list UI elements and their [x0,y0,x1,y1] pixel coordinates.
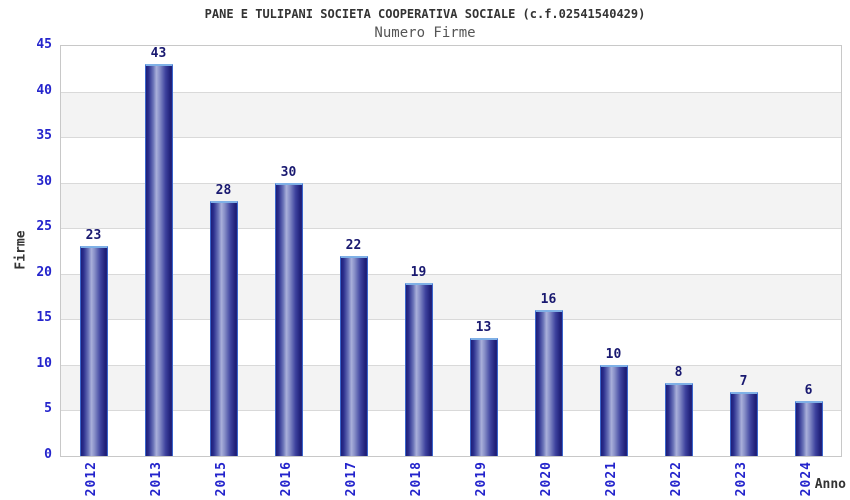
x-tick-label: 2024 [798,461,814,497]
x-tick-label: 2021 [603,461,619,497]
bar-2024 [794,401,823,456]
gridline [61,91,841,93]
bar-value-label: 30 [280,164,297,180]
bar-value-label: 28 [215,182,232,198]
bar-2012 [79,246,108,456]
x-tick-label: 2022 [668,461,684,497]
gridline [61,182,841,184]
bar-value-label: 16 [540,292,557,308]
bar-2017 [339,255,368,456]
x-tick-label: 2012 [83,461,99,497]
bar-2022 [664,383,693,456]
bar-value-label: 7 [739,374,748,390]
chart-title: PANE E TULIPANI SOCIETA COOPERATIVA SOCI… [204,7,646,21]
gridline [61,273,841,275]
x-tick-label: 2018 [408,461,424,497]
bar-value-label: 10 [605,346,622,362]
x-axis-title: Anno [814,477,846,492]
chart-subtitle: Numero Firme [374,25,476,41]
background-band [61,364,841,411]
y-tick-label: 20 [36,264,52,280]
bar-value-label: 19 [410,264,427,280]
background-band [61,137,841,183]
y-tick-label: 25 [36,219,52,235]
gridline [61,364,841,366]
gridline [61,137,841,139]
bar-value-label: 13 [475,319,492,335]
bar-2019 [469,337,498,456]
x-tick-label: 2020 [538,461,554,497]
gridline [61,228,841,230]
y-tick-label: 10 [36,355,52,371]
bar-2020 [534,310,563,456]
gridline [61,410,841,412]
bar-2018 [404,282,433,456]
gridline [61,319,841,321]
bar-value-label: 22 [345,237,362,253]
background-band [61,91,841,138]
x-tick-label: 2023 [733,461,749,497]
background-band [61,410,841,456]
bar-2013 [144,64,173,456]
x-tick-label: 2013 [148,461,164,497]
bar-value-label: 8 [674,365,683,381]
y-tick-label: 35 [36,128,52,144]
bar-2015 [209,200,238,456]
plot-area: 23 43 28 30 22 19 13 16 10 8 7 6 [60,45,842,457]
background-band [61,273,841,320]
background-band [61,182,841,229]
y-tick-label: 40 [36,82,52,98]
y-tick-label: 30 [36,173,52,189]
background-band [61,46,841,92]
y-axis-tick-labels: 0 5 10 15 20 25 30 35 40 45 [0,37,52,462]
bar-2023 [729,392,758,456]
x-tick-label: 2016 [278,461,294,497]
y-tick-label: 15 [36,310,52,326]
y-tick-label: 5 [44,401,52,417]
bar-2016 [274,182,303,456]
bar-value-label: 23 [85,228,102,244]
background-band [61,319,841,365]
x-tick-label: 2015 [213,461,229,497]
x-tick-label: 2017 [343,461,359,497]
bar-value-label: 6 [804,383,813,399]
y-tick-label: 45 [36,37,52,52]
y-tick-label: 0 [44,447,52,462]
x-axis-tick-labels: 2012 2013 2015 2016 2017 2018 2019 2020 2021 2022… [60,456,840,500]
background-band [61,228,841,274]
x-tick-label: 2019 [473,461,489,497]
bar-value-label: 43 [150,46,167,62]
bar-2021 [599,364,628,456]
